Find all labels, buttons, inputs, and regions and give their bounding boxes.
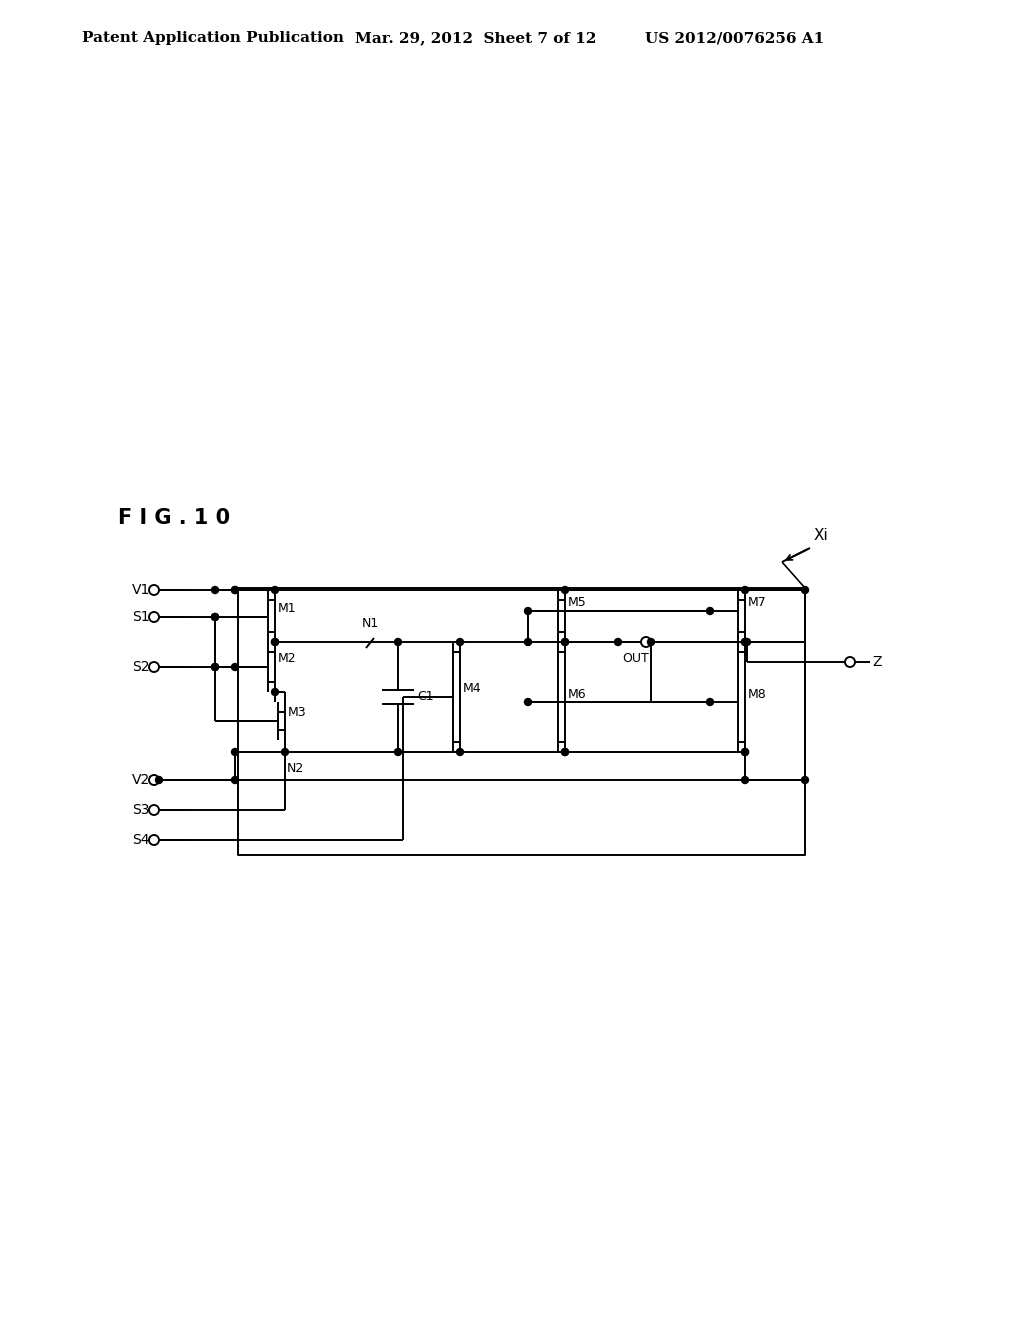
- Circle shape: [271, 689, 279, 696]
- Text: M5: M5: [568, 597, 587, 610]
- Circle shape: [641, 638, 651, 647]
- Text: Xi: Xi: [814, 528, 828, 543]
- Circle shape: [212, 664, 218, 671]
- Text: Z: Z: [872, 655, 882, 669]
- Circle shape: [150, 585, 159, 595]
- Circle shape: [150, 663, 159, 672]
- Circle shape: [561, 748, 568, 755]
- Circle shape: [150, 805, 159, 814]
- Circle shape: [524, 639, 531, 645]
- Text: N1: N1: [361, 616, 379, 630]
- Circle shape: [212, 586, 218, 594]
- Circle shape: [743, 639, 751, 645]
- Circle shape: [741, 748, 749, 755]
- Circle shape: [231, 664, 239, 671]
- Circle shape: [394, 639, 401, 645]
- Text: M1: M1: [278, 602, 297, 615]
- Circle shape: [524, 607, 531, 615]
- Circle shape: [707, 698, 714, 705]
- Circle shape: [212, 664, 218, 671]
- Circle shape: [150, 612, 159, 622]
- Circle shape: [802, 586, 809, 594]
- Circle shape: [647, 639, 654, 645]
- Text: V2: V2: [132, 774, 150, 787]
- Circle shape: [156, 776, 163, 784]
- Circle shape: [271, 639, 279, 645]
- Circle shape: [150, 775, 159, 785]
- Circle shape: [614, 639, 622, 645]
- Circle shape: [561, 639, 568, 645]
- Text: Patent Application Publication: Patent Application Publication: [82, 30, 344, 45]
- Text: V1: V1: [132, 583, 150, 597]
- Text: S2: S2: [132, 660, 150, 675]
- Circle shape: [231, 586, 239, 594]
- Circle shape: [271, 639, 279, 645]
- Text: M6: M6: [568, 688, 587, 701]
- Text: M7: M7: [748, 597, 767, 610]
- Circle shape: [394, 748, 401, 755]
- Circle shape: [457, 748, 464, 755]
- Text: N2: N2: [287, 762, 304, 775]
- Text: M4: M4: [463, 682, 481, 696]
- Text: S1: S1: [132, 610, 150, 624]
- Circle shape: [282, 748, 289, 755]
- Circle shape: [231, 748, 239, 755]
- Text: Mar. 29, 2012  Sheet 7 of 12: Mar. 29, 2012 Sheet 7 of 12: [355, 30, 596, 45]
- Text: OUT: OUT: [622, 652, 649, 665]
- Text: M8: M8: [748, 688, 767, 701]
- Circle shape: [524, 698, 531, 705]
- Text: US 2012/0076256 A1: US 2012/0076256 A1: [645, 30, 824, 45]
- Circle shape: [707, 607, 714, 615]
- Circle shape: [231, 776, 239, 784]
- Circle shape: [457, 639, 464, 645]
- Circle shape: [231, 586, 239, 594]
- Circle shape: [561, 639, 568, 645]
- Circle shape: [212, 614, 218, 620]
- Circle shape: [741, 748, 749, 755]
- Circle shape: [845, 657, 855, 667]
- Circle shape: [741, 639, 749, 645]
- Circle shape: [802, 776, 809, 784]
- Circle shape: [212, 614, 218, 620]
- Circle shape: [271, 586, 279, 594]
- Circle shape: [561, 748, 568, 755]
- Circle shape: [741, 776, 749, 784]
- Text: C1: C1: [417, 690, 433, 704]
- Circle shape: [741, 586, 749, 594]
- Circle shape: [741, 639, 749, 645]
- Text: M2: M2: [278, 652, 297, 665]
- Circle shape: [150, 836, 159, 845]
- Text: S3: S3: [132, 803, 150, 817]
- Circle shape: [561, 586, 568, 594]
- Text: M3: M3: [288, 706, 306, 719]
- Text: S4: S4: [132, 833, 150, 847]
- Text: F I G . 1 0: F I G . 1 0: [118, 508, 230, 528]
